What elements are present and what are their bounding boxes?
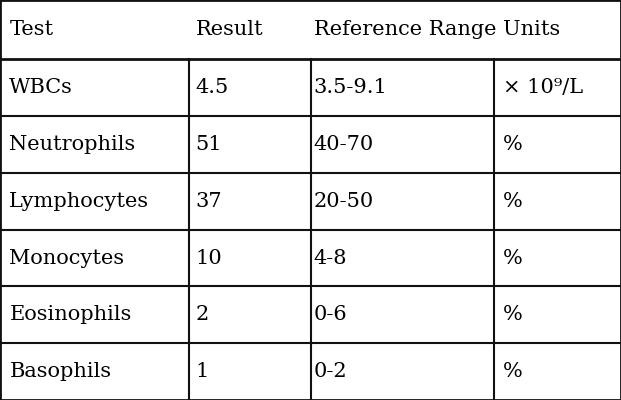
Text: Neutrophils: Neutrophils [9, 135, 135, 154]
Text: Basophils: Basophils [9, 362, 111, 381]
Text: 1: 1 [196, 362, 209, 381]
Text: WBCs: WBCs [9, 78, 73, 97]
Text: Eosinophils: Eosinophils [9, 305, 132, 324]
Text: 4.5: 4.5 [196, 78, 229, 97]
Text: Lymphocytes: Lymphocytes [9, 192, 150, 211]
Text: %: % [503, 305, 523, 324]
Text: 2: 2 [196, 305, 209, 324]
Text: 0-6: 0-6 [314, 305, 347, 324]
Text: %: % [503, 362, 523, 381]
Text: 10: 10 [196, 248, 222, 268]
Text: 0-2: 0-2 [314, 362, 347, 381]
Text: 40-70: 40-70 [314, 135, 374, 154]
Text: Result: Result [196, 20, 263, 39]
Text: × 10⁹/L: × 10⁹/L [503, 78, 583, 97]
Text: Units: Units [503, 20, 560, 39]
Text: Test: Test [9, 20, 53, 39]
Text: %: % [503, 135, 523, 154]
Text: 20-50: 20-50 [314, 192, 374, 211]
Text: %: % [503, 192, 523, 211]
Text: 4-8: 4-8 [314, 248, 347, 268]
Text: Reference Range: Reference Range [314, 20, 496, 39]
Text: %: % [503, 248, 523, 268]
Text: Monocytes: Monocytes [9, 248, 124, 268]
Text: 51: 51 [196, 135, 222, 154]
Text: 37: 37 [196, 192, 222, 211]
Text: 3.5-9.1: 3.5-9.1 [314, 78, 388, 97]
